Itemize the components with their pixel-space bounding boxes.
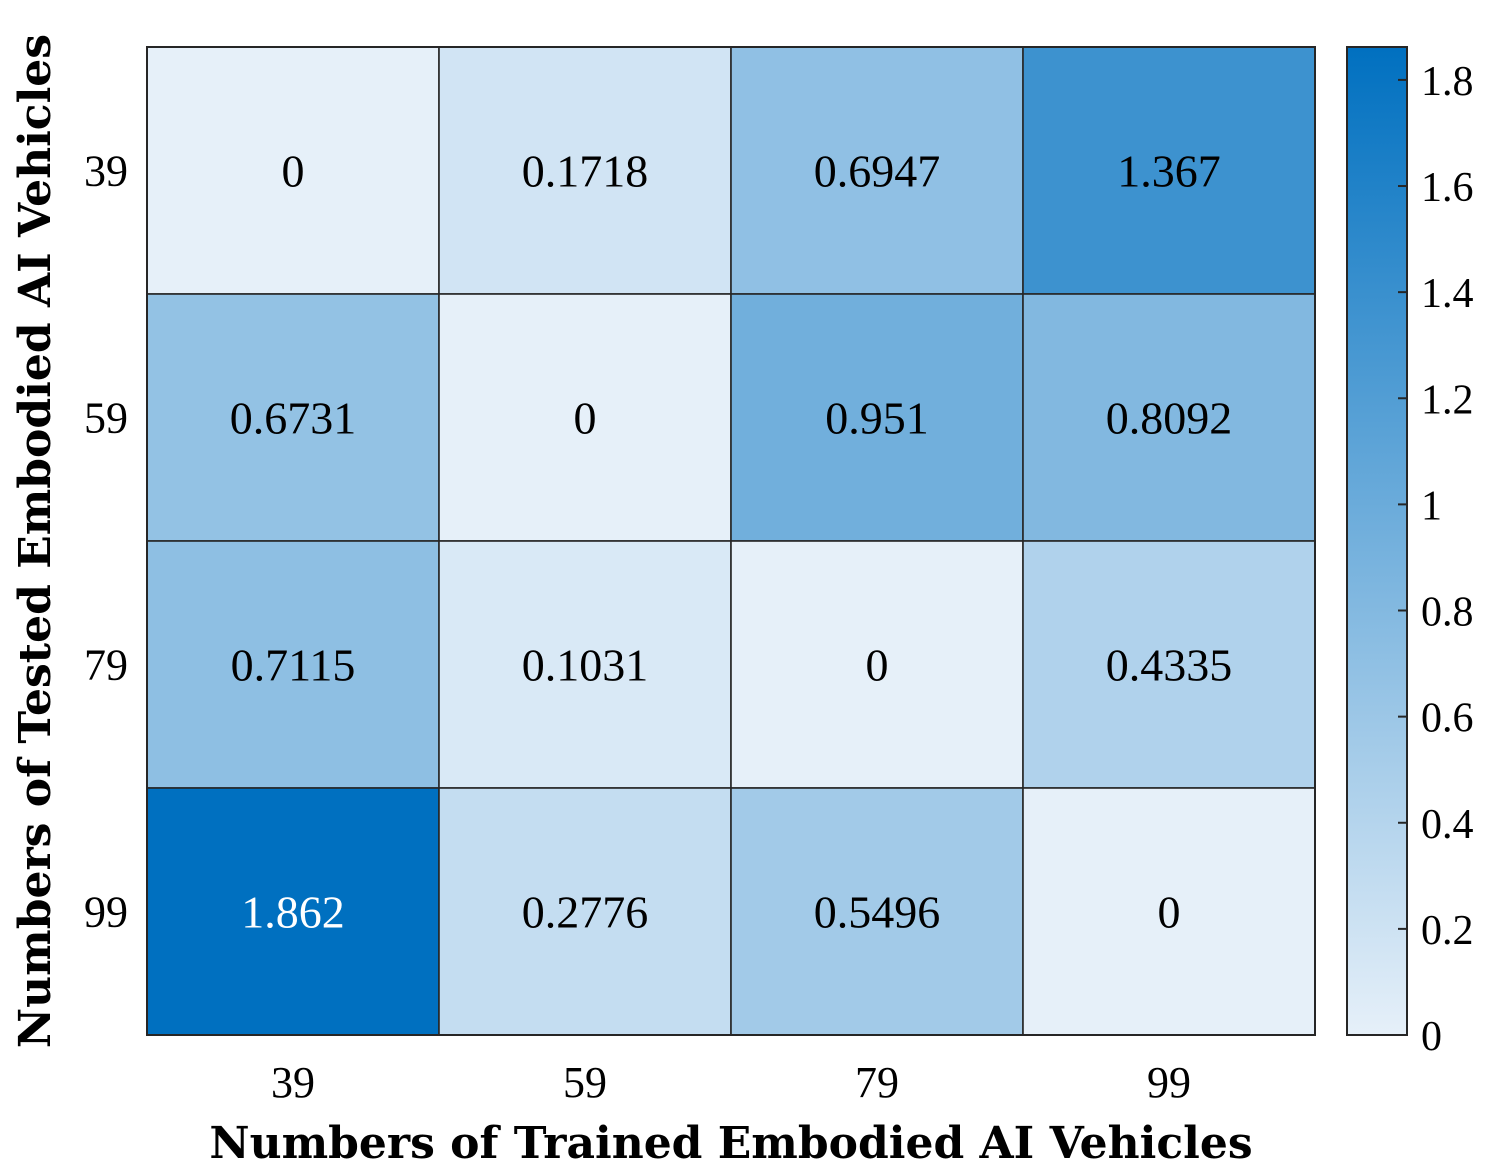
x-tick-label: 99: [1147, 1058, 1191, 1107]
cell-value-label: 1.862: [241, 887, 345, 938]
y-tick-label: 79: [84, 641, 128, 690]
cell-value-label: 0.6947: [814, 146, 941, 197]
colorbar-tick-label: 1.6: [1421, 165, 1474, 211]
heatmap-cells: [146, 46, 1316, 1036]
plot-frame: [146, 46, 1316, 1036]
cell-value-label: 0.7115: [231, 640, 356, 691]
colorbar-tick-label: 0: [1421, 1014, 1442, 1060]
heatmap-cell: [146, 293, 440, 542]
heatmap-cell: [1022, 787, 1316, 1036]
x-tick-labels: 39 59 79 99: [271, 1058, 1191, 1107]
x-tick-label: 59: [563, 1058, 607, 1107]
cell-value-label: 0.1718: [522, 146, 649, 197]
heatmap-cell: [438, 540, 732, 789]
y-tick-label: 59: [84, 394, 128, 443]
colorbar-tick-label: 1.2: [1421, 377, 1474, 423]
y-axis-title: Numbers of Tested Embodied AI Vehicles: [10, 34, 61, 1048]
y-tick-labels: 39 59 79 99: [84, 147, 128, 937]
colorbar-tick-label: 0.6: [1421, 696, 1474, 742]
heatmap-cell: [438, 293, 732, 542]
heatmap-cell: [146, 787, 440, 1036]
x-axis-title: Numbers of Trained Embodied AI Vehicles: [209, 1118, 1252, 1169]
x-tick-label: 39: [271, 1058, 315, 1107]
colorbar-tick-label: 1.4: [1421, 271, 1474, 317]
heatmap-cell: [1022, 293, 1316, 542]
cell-value-label: 0: [866, 640, 889, 691]
heatmap-cell: [438, 46, 732, 295]
heatmap-cell: [1022, 46, 1316, 295]
colorbar-tick-label: 0.4: [1421, 802, 1474, 848]
colorbar-ticks: 0 0.2 0.4 0.6 0.8 1 1.2 1.4 1.6 1.8: [1398, 59, 1474, 1060]
colorbar-tick-label: 1: [1421, 483, 1442, 529]
x-tick-label: 79: [855, 1058, 899, 1107]
y-tick-label: 39: [84, 147, 128, 196]
heatmap-cell: [146, 46, 440, 295]
cell-value-label: 0: [282, 146, 305, 197]
cell-value-label: 0.4335: [1106, 640, 1233, 691]
colorbar: [1346, 46, 1408, 1036]
cell-value-label: 0: [1158, 887, 1181, 938]
heatmap-cell: [438, 787, 732, 1036]
cell-value-label: 0: [574, 393, 597, 444]
cell-value-label: 1.367: [1117, 146, 1221, 197]
cell-value-labels: 0 0.1718 0.6947 1.367 0.6731 0 0.951 0.8092 0.71…: [230, 146, 1233, 938]
heatmap-cell: [1022, 540, 1316, 789]
heatmap-cell: [730, 787, 1024, 1036]
colorbar-tick-label: 0.2: [1421, 908, 1474, 954]
cell-value-label: 0.1031: [522, 640, 649, 691]
heatmap-cell: [730, 293, 1024, 542]
colorbar-tick-label: 0.8: [1421, 590, 1474, 636]
cell-value-label: 0.2776: [522, 887, 649, 938]
y-tick-label: 99: [84, 888, 128, 937]
cell-value-label: 0.5496: [814, 887, 941, 938]
colorbar-tick-label: 1.8: [1421, 59, 1474, 105]
cell-value-label: 0.6731: [230, 393, 357, 444]
cell-value-label: 0.8092: [1106, 393, 1233, 444]
cell-value-label: 0.951: [825, 393, 929, 444]
